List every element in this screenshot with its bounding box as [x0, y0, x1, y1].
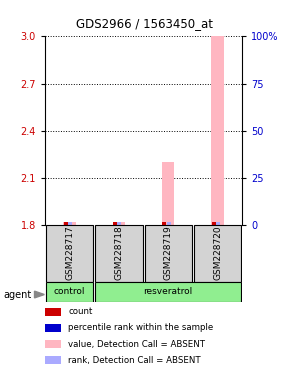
Text: control: control [54, 287, 85, 296]
Bar [113, 222, 125, 225]
Bar [64, 222, 76, 225]
Text: GSM228717: GSM228717 [65, 226, 74, 280]
Bar [211, 36, 224, 225]
Bar [95, 281, 241, 302]
Bar [216, 222, 220, 225]
Bar [167, 222, 171, 225]
Text: percentile rank within the sample: percentile rank within the sample [68, 323, 213, 333]
Bar [117, 222, 122, 225]
Bar [46, 281, 93, 302]
Bar [95, 225, 143, 281]
Bar [144, 225, 192, 281]
Bar [68, 222, 72, 225]
Bar [194, 225, 241, 281]
Text: agent: agent [3, 290, 31, 300]
Text: count: count [68, 307, 93, 316]
Bar [162, 222, 166, 225]
Bar [162, 162, 174, 225]
Text: resveratrol: resveratrol [144, 287, 193, 296]
Text: GSM228720: GSM228720 [213, 226, 222, 280]
Bar [212, 222, 215, 225]
Bar [64, 222, 68, 225]
Bar [113, 222, 117, 225]
Text: GDS2966 / 1563450_at: GDS2966 / 1563450_at [77, 17, 213, 30]
Bar [46, 225, 93, 281]
Text: GSM228719: GSM228719 [164, 226, 173, 280]
Polygon shape [35, 291, 44, 298]
Text: GSM228718: GSM228718 [114, 226, 124, 280]
Text: rank, Detection Call = ABSENT: rank, Detection Call = ABSENT [68, 356, 201, 365]
Text: value, Detection Call = ABSENT: value, Detection Call = ABSENT [68, 339, 205, 349]
